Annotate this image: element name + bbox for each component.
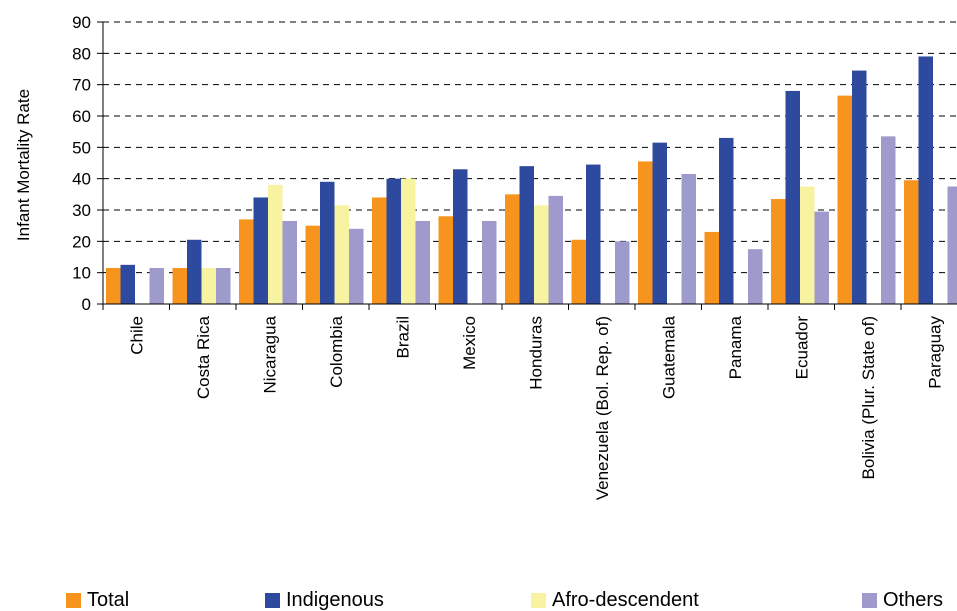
bar-others-mexico [482,220,497,304]
bar-total-venezuela-bol-rep-of [571,239,586,304]
y-tick-label: 80 [72,44,91,63]
legend-label-total: Total [87,589,130,611]
legend-item-others: Others [862,590,943,610]
x-tick-label-nicaragua: Nicaragua [260,315,279,393]
bar-total-guatemala [638,161,653,304]
legend-item-indigenous: Indigenous [265,590,384,610]
bar-indigenous-venezuela-bol-rep-of [586,164,601,304]
bar-others-brazil [415,220,430,304]
bar-total-brazil [372,197,387,304]
bar-indigenous-costa-rica [187,239,202,304]
x-tick-label-mexico: Mexico [460,316,479,370]
y-axis-label: Infant Mortality Rate [14,89,33,241]
bar-others-ecuador [814,211,829,304]
y-tick-label: 60 [72,107,91,126]
bar-others-nicaragua [282,220,297,304]
bar-indigenous-guatemala [652,142,667,304]
bar-indigenous-panama [719,137,734,304]
bar-total-nicaragua [239,219,254,304]
bar-indigenous-honduras [519,166,534,304]
bar-indigenous-chile [120,264,135,304]
x-tick-label-chile: Chile [127,316,146,355]
bar-afro-descendent-brazil [401,178,416,304]
legend-item-total: Total [66,590,129,610]
axes [102,22,957,305]
y-tick-label: 90 [72,13,91,32]
x-tick-label-costa-rica: Costa Rica [194,315,213,399]
bar-total-costa-rica [172,267,187,304]
bar-total-panama [704,231,719,304]
x-tick-label-ecuador: Ecuador [792,316,811,380]
bar-total-bolivia-plur-state-of [837,95,852,304]
bar-others-honduras [548,195,563,304]
x-tick-labels: Chile Costa Rica Nicaragua Colombia Brazil Me… [102,304,944,500]
bar-indigenous-nicaragua [253,197,268,304]
legend-label-afro-descendent: Afro-descendent [552,589,699,611]
bar-afro-descendent-colombia [334,205,349,304]
bar-afro-descendent-costa-rica [201,267,216,304]
bar-afro-descendent-honduras [534,205,549,304]
x-tick-label-panama: Panama [726,315,745,379]
y-tick-label: 0 [82,295,91,314]
bar-indigenous-bolivia-plur-state-of [852,70,867,304]
bar-total-paraguay [904,180,919,304]
bar-others-panama [748,249,763,304]
y-tick-label: 10 [72,264,91,283]
y-tick-label: 70 [72,76,91,95]
bar-others-venezuela-bol-rep-of [615,241,630,304]
bars [106,56,957,304]
y-tick-label: 50 [72,138,91,157]
legend-label-others: Others [883,589,944,611]
x-tick-label-paraguay: Paraguay [925,316,944,389]
bar-indigenous-paraguay [918,56,933,304]
bar-total-mexico [438,216,453,304]
bar-indigenous-brazil [386,178,401,304]
bar-others-colombia [349,228,364,304]
x-tick-label-honduras: Honduras [526,316,545,390]
y-tick-labels: 0 10 20 30 40 50 60 70 80 90 [72,13,103,314]
bar-total-honduras [505,194,520,304]
y-tick-label: 30 [72,201,91,220]
x-tick-label-venezuela-bol-rep-of: Venezuela (Bol. Rep. of) [593,316,612,500]
y-tick-label: 20 [72,232,91,251]
bar-others-chile [149,267,164,304]
legend-swatch-others [862,592,877,608]
x-tick-label-guatemala: Guatemala [659,315,678,399]
bar-others-costa-rica [216,267,231,304]
bar-total-chile [106,267,121,304]
bar-others-paraguay [947,186,957,304]
bar-total-colombia [305,225,320,304]
bar-afro-descendent-nicaragua [268,184,283,304]
x-tick-label-colombia: Colombia [327,315,346,387]
legend-swatch-total [66,592,81,608]
legend-item-afro-descendent: Afro-descendent [531,590,699,610]
x-tick-label-bolivia-plur-state-of: Bolivia (Plur. State of) [859,316,878,479]
legend-label-indigenous: Indigenous [286,589,384,611]
bar-others-guatemala [681,173,696,304]
bar-afro-descendent-ecuador [800,186,815,304]
legend-swatch-indigenous [265,592,280,608]
bar-others-bolivia-plur-state-of [881,136,896,304]
x-tick-label-brazil: Brazil [393,316,412,359]
bar-indigenous-colombia [320,181,335,304]
bar-indigenous-ecuador [785,90,800,304]
y-tick-label: 40 [72,170,91,189]
legend-swatch-afro-descendent [531,592,546,608]
bar-total-ecuador [771,199,786,304]
bar-indigenous-mexico [453,169,468,304]
